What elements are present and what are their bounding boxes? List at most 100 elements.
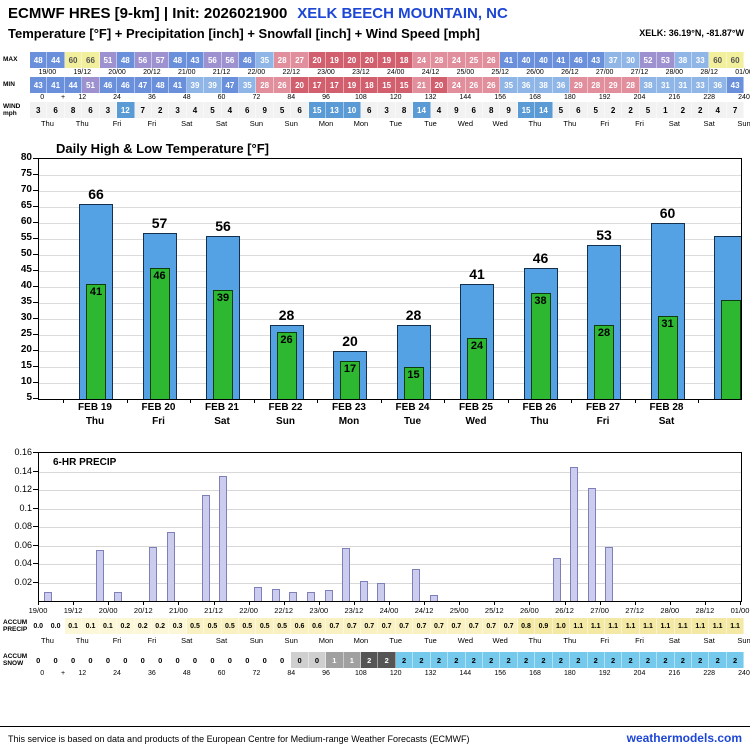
day-label: Wed xyxy=(457,119,474,128)
accum-snow-cell: 2 xyxy=(709,652,727,668)
precip-y-axis-label: 0.16 xyxy=(14,447,32,457)
temp-x-axis-day-label: Thu xyxy=(530,416,549,427)
max-temp-row: 48 44 60 66 51 48 56 57 48 43 56 56 46 35 28 27 20 19 20 20… xyxy=(30,52,745,68)
min-temp-cell: 46 xyxy=(117,77,135,93)
min-temp-cell: 29 xyxy=(604,77,623,93)
min-temp-cell: 15 xyxy=(378,77,396,93)
hour-label: 204 xyxy=(633,94,646,101)
gridline xyxy=(39,351,741,352)
accum-precip-cell: 0.5 xyxy=(256,618,274,634)
time-label: 19/12 xyxy=(73,69,91,76)
temp-y-axis-tick xyxy=(33,302,38,303)
precip-bar xyxy=(359,580,368,601)
time-label: 24/00 xyxy=(386,69,405,76)
min-temp-cell: 44 xyxy=(64,77,83,93)
precip-x-axis-tick xyxy=(704,601,706,605)
temp-x-axis-day-label: Fri xyxy=(152,416,165,427)
temp-x-axis-tick xyxy=(507,399,509,403)
day-label: Thu xyxy=(563,119,577,128)
low-temp-bar xyxy=(594,325,614,399)
precip-x-axis-label: 28/00 xyxy=(660,606,680,615)
max-temp-cell: 20 xyxy=(361,52,379,68)
accum-hour-label: 180 xyxy=(564,670,576,677)
precip-x-axis-tick xyxy=(740,601,741,605)
precip-x-axis-label: 25/00 xyxy=(449,606,469,615)
wind-cell: 4 xyxy=(430,102,449,118)
max-temp-cell: 66 xyxy=(82,52,100,68)
hour-label: 24 xyxy=(113,94,121,101)
day-label: Thu xyxy=(528,119,542,128)
footer-disclaimer: This service is based on data and produc… xyxy=(8,734,470,744)
low-temp-bar xyxy=(467,338,487,399)
min-temp-cell: 26 xyxy=(273,77,292,93)
accum-precip-row: 0.0 0.0 0.1 0.1 0.1 0.2 0.2 0.2 0.3 0.5 0.5 0.5 0.5 0… xyxy=(30,618,745,634)
max-temp-cell: 25 xyxy=(465,52,483,68)
max-temp-cell: 38 xyxy=(674,52,693,68)
max-temp-cell: 40 xyxy=(517,52,536,68)
day-label: Sat xyxy=(181,119,193,128)
wind-cell: 4 xyxy=(221,102,240,118)
precip-x-axis-label: 23/12 xyxy=(344,606,364,615)
accum-snow-label-line1: ACCUM xyxy=(3,653,28,660)
precip-x-axis-tick xyxy=(318,601,320,605)
precip-y-axis-tick xyxy=(33,544,38,546)
accum-snow-cell: 2 xyxy=(378,652,396,668)
max-temp-cell: 43 xyxy=(587,52,605,68)
accum-hour-label: + xyxy=(61,670,66,677)
temp-x-axis-tick xyxy=(253,399,255,403)
accum-day-label: Sat xyxy=(215,636,228,645)
precip-x-axis-tick xyxy=(529,601,531,605)
wind-cell: 14 xyxy=(413,102,431,118)
min-temp-cell: 17 xyxy=(326,77,344,93)
high-value-label: 57 xyxy=(151,214,168,231)
temp-x-axis-tick xyxy=(444,399,446,403)
temp-x-axis-day-label: Thu xyxy=(85,416,105,427)
hour-label: 156 xyxy=(494,94,507,101)
accum-snow-cell: 2 xyxy=(395,652,414,668)
temp-y-axis-label: 70 xyxy=(20,184,32,195)
accum-precip-label-line1: ACCUM xyxy=(3,619,28,626)
accum-snow-cell: 2 xyxy=(657,652,675,668)
precip-x-axis-label: 26/00 xyxy=(520,606,539,615)
day-label: Fri xyxy=(112,119,122,128)
min-temp-cell: 17 xyxy=(308,77,327,93)
precip-x-axis-label: 21/12 xyxy=(204,606,223,615)
time-label: 27/12 xyxy=(630,69,649,76)
precip-x-axis-label: 26/12 xyxy=(555,606,574,615)
temp-x-axis-date-label: FEB 24 xyxy=(395,402,430,413)
day-label: Sat xyxy=(703,119,715,128)
day-label: Fri xyxy=(635,119,644,128)
accum-snow-cell: 2 xyxy=(604,652,623,668)
accum-day-label: Thu xyxy=(40,636,54,645)
accum-day-label: Thu xyxy=(75,636,89,645)
precip-x-axis-tick xyxy=(669,601,671,605)
gridline xyxy=(39,175,741,176)
max-temp-cell: 52 xyxy=(639,52,658,68)
min-temp-cell: 38 xyxy=(639,77,658,93)
accum-hour-label: 108 xyxy=(355,670,367,677)
time-label: 22/00 xyxy=(247,69,266,76)
hour-label: 132 xyxy=(424,94,437,101)
max-temp-cell: 60 xyxy=(709,52,727,68)
hour-label: 192 xyxy=(598,94,611,101)
gridline xyxy=(39,508,741,510)
min-temp-cell: 28 xyxy=(587,77,605,93)
accum-snow-cell: 0 xyxy=(151,652,170,668)
accum-hour-label: 36 xyxy=(147,670,156,677)
accum-precip-cell: 1.1 xyxy=(587,618,605,634)
wind-cell: 7 xyxy=(726,102,745,118)
temp-x-axis-date-label: FEB 26 xyxy=(522,402,557,413)
accum-hour-label: 216 xyxy=(668,670,681,677)
temp-y-axis-tick xyxy=(33,350,38,351)
hour-label: 108 xyxy=(355,94,367,101)
hour-label-row: 0 +12 24 36 48 60 72 84 96 108 120 132 144 156 168 180 1… xyxy=(0,93,750,102)
temp-y-axis-tick xyxy=(33,318,38,319)
gridline xyxy=(39,303,741,304)
wind-cell: 5 xyxy=(587,102,605,118)
accum-snow-cell: 2 xyxy=(622,652,640,668)
low-temp-bar xyxy=(213,290,233,399)
day-label: Mon xyxy=(318,119,334,128)
accum-precip-cell: 0.7 xyxy=(395,618,414,634)
hour-label: 180 xyxy=(564,94,576,101)
gridline xyxy=(39,207,741,208)
